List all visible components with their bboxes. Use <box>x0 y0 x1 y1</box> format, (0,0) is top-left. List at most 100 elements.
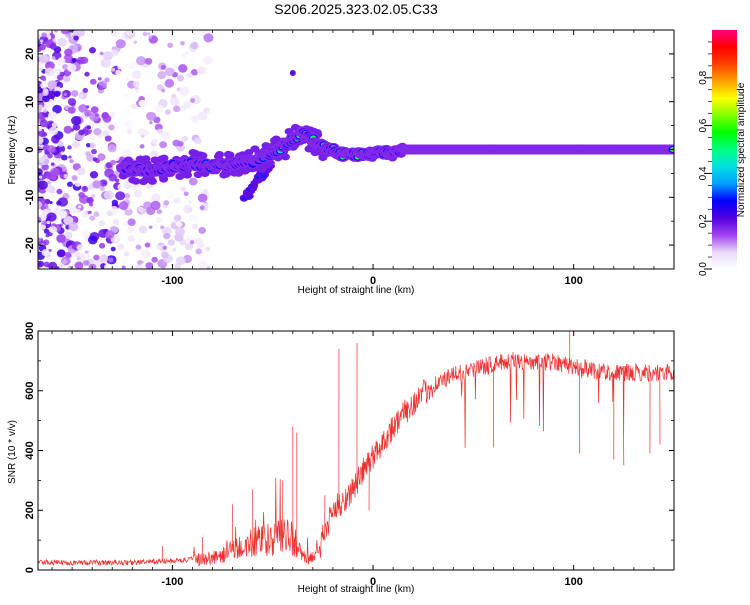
branch-blob <box>248 185 257 192</box>
noise-blob <box>203 107 211 114</box>
noise-blob <box>85 151 91 157</box>
noise-blob <box>122 221 128 227</box>
noise-blob <box>47 80 57 89</box>
noise-blob <box>77 205 82 209</box>
noise-blob <box>121 265 126 269</box>
noise-blob <box>66 266 71 269</box>
noise-blob <box>194 77 199 81</box>
noise-blob <box>54 92 59 97</box>
x-tick-label: 0 <box>370 275 376 287</box>
noise-blob <box>126 226 135 234</box>
x-tick-label: 100 <box>565 275 583 287</box>
noise-blob <box>71 57 78 63</box>
noise-blob <box>38 105 43 113</box>
ridge-outer-blob <box>198 152 208 160</box>
noise-blob <box>38 136 44 145</box>
noise-blob <box>185 51 190 55</box>
y-tick-label: 600 <box>24 382 36 400</box>
y-tick-label: 20 <box>24 48 36 60</box>
noise-blob <box>38 260 45 268</box>
noise-blob <box>40 144 44 148</box>
noise-blob <box>54 30 58 33</box>
noise-blob <box>38 86 43 95</box>
noise-blob <box>51 135 60 144</box>
y-tick-label: -10 <box>24 189 36 205</box>
noise-blob <box>173 197 181 204</box>
noise-blob <box>48 261 58 269</box>
noise-blob <box>87 235 98 245</box>
noise-blob <box>62 259 68 264</box>
noise-blob <box>139 144 145 149</box>
noise-blob <box>128 61 138 70</box>
snr-panel: -100 0 100 0 200 400 600 800 Height of straight… <box>7 322 675 595</box>
ridge-outer-blob <box>131 177 141 185</box>
noise-blob <box>125 77 130 81</box>
noise-blob <box>71 141 81 149</box>
noise-blob <box>199 205 205 211</box>
noise-blob <box>49 226 58 234</box>
noise-blob <box>57 57 66 65</box>
noise-blob <box>38 67 43 72</box>
noise-blob <box>43 261 50 268</box>
ridge-outer-blob <box>157 155 167 163</box>
noise-blob <box>136 56 147 66</box>
noise-blob <box>195 248 203 255</box>
noise-blob <box>149 121 153 125</box>
noise-blob <box>148 35 153 39</box>
noise-blob <box>123 181 133 190</box>
noise-blob <box>97 77 102 81</box>
noise-blob <box>76 59 81 64</box>
noise-blob <box>60 151 65 155</box>
noise-blob <box>178 64 188 73</box>
snr-series-line <box>38 331 674 567</box>
noise-blob <box>71 90 79 97</box>
noise-blob <box>90 106 99 114</box>
noise-blob <box>62 75 71 83</box>
noise-blob <box>180 125 187 131</box>
x-tick-label: -100 <box>161 275 183 287</box>
noise-blob <box>114 178 120 183</box>
noise-blob <box>189 240 195 245</box>
noise-blob <box>162 245 168 250</box>
noise-blob <box>93 127 102 136</box>
noise-blob <box>94 113 99 117</box>
noise-blob <box>81 242 91 252</box>
noise-blob <box>84 109 92 117</box>
noise-blob <box>38 168 43 176</box>
noise-blob <box>115 39 126 49</box>
noise-blob <box>66 63 77 73</box>
noise-blob <box>61 154 68 161</box>
noise-blob <box>38 180 48 190</box>
noise-blob <box>184 242 193 251</box>
noise-blob <box>89 142 96 149</box>
noise-blob <box>183 191 189 197</box>
noise-blob <box>126 263 136 269</box>
noise-blob <box>133 40 137 44</box>
noise-blob <box>110 246 116 252</box>
noise-blob <box>181 186 187 192</box>
noise-blob <box>78 191 86 199</box>
branch-blob-core <box>242 197 247 201</box>
noise-blob <box>48 126 59 136</box>
noise-blob <box>38 54 49 64</box>
noise-blob <box>134 264 142 269</box>
noise-blob <box>163 200 170 206</box>
snr-background <box>38 331 674 570</box>
noise-blob <box>123 192 131 199</box>
noise-blob <box>63 173 69 179</box>
ridge-outer-blob <box>175 172 185 180</box>
noise-blob <box>38 196 45 202</box>
noise-blob <box>156 128 163 134</box>
noise-blob <box>133 248 138 252</box>
noise-blob <box>123 120 134 129</box>
y-tick-label: 400 <box>24 441 36 459</box>
noise-blob <box>69 159 74 164</box>
noise-blob <box>108 173 117 182</box>
noise-blob <box>167 239 175 246</box>
ridge-outer-blob <box>262 161 272 169</box>
noise-blob <box>169 96 180 106</box>
noise-blob <box>89 78 97 85</box>
noise-blob <box>203 55 213 65</box>
